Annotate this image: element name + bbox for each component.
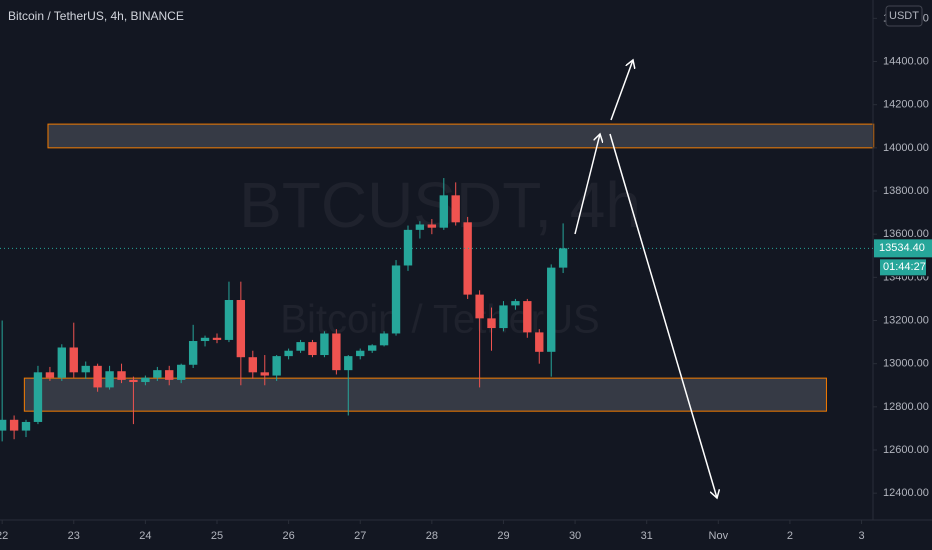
candle-body bbox=[308, 342, 317, 356]
candle-body bbox=[391, 265, 401, 334]
candle-body bbox=[379, 333, 389, 346]
y-tick-label: 12800.00 bbox=[883, 401, 929, 413]
candle-body bbox=[0, 419, 7, 431]
candle-body bbox=[141, 377, 150, 383]
candle-body bbox=[177, 364, 186, 380]
x-tick-label: 28 bbox=[426, 530, 438, 542]
candle-body bbox=[356, 350, 365, 357]
countdown-bg bbox=[880, 259, 926, 276]
x-tick-label: 30 bbox=[569, 530, 581, 542]
arrow bbox=[609, 133, 717, 498]
candle-body bbox=[499, 305, 508, 329]
drawn-arrows bbox=[574, 60, 717, 498]
candle-body bbox=[272, 356, 281, 376]
candle-body bbox=[212, 337, 222, 340]
x-tick-label: 24 bbox=[139, 530, 151, 542]
candle-body bbox=[21, 421, 31, 431]
y-tick-label: 14400.00 bbox=[883, 55, 929, 67]
y-tick-label: 12600.00 bbox=[883, 444, 929, 456]
y-tick-label: 12400.00 bbox=[883, 487, 929, 499]
last-price-label: 13534.40 bbox=[879, 242, 925, 254]
candle-body bbox=[9, 419, 19, 431]
candle-body bbox=[224, 300, 234, 340]
candle-body bbox=[129, 379, 138, 383]
x-tick-label: 27 bbox=[354, 530, 366, 542]
y-tick-label: 13000.00 bbox=[883, 358, 929, 370]
candle-body bbox=[403, 229, 413, 266]
y-tick-label: 14000.00 bbox=[883, 142, 929, 154]
candles bbox=[0, 178, 568, 442]
axes: 12400.00 12600.00 12800.00 13000.00 13200.00… bbox=[0, 12, 932, 542]
candle-body bbox=[165, 370, 174, 380]
candle-body bbox=[153, 370, 162, 378]
currency-button[interactable] bbox=[885, 5, 923, 27]
x-tick-label: 31 bbox=[641, 530, 653, 542]
zone bbox=[23, 377, 827, 412]
y-tick-label: 13200.00 bbox=[883, 314, 929, 326]
x-tick-label: 26 bbox=[282, 530, 294, 542]
candle-body bbox=[344, 356, 353, 371]
candle-body bbox=[117, 371, 126, 380]
candle-body bbox=[439, 195, 448, 228]
candle-body bbox=[93, 365, 102, 388]
x-tick-label: Nov bbox=[709, 530, 729, 542]
candle-body bbox=[558, 248, 568, 268]
candle-body bbox=[57, 347, 66, 378]
candle-body bbox=[236, 300, 246, 358]
chart-title: Bitcoin / TetherUS, 4h, BINANCE bbox=[8, 9, 184, 23]
candle-body bbox=[427, 224, 437, 228]
zone bbox=[47, 123, 875, 149]
zones bbox=[23, 123, 875, 412]
candle-body bbox=[451, 195, 460, 223]
y-tick-label: 13800.00 bbox=[883, 185, 929, 197]
last-price-box bbox=[874, 239, 932, 258]
candle-body bbox=[284, 350, 293, 357]
candle-body bbox=[332, 333, 341, 371]
x-tick-label: 2 bbox=[787, 530, 793, 542]
countdown-label: 01:44:27 bbox=[883, 261, 926, 273]
currency-label[interactable]: USDT bbox=[889, 10, 919, 22]
candle-body bbox=[320, 333, 329, 356]
candle-body bbox=[463, 222, 472, 295]
candle-body bbox=[415, 224, 425, 230]
candle-body bbox=[523, 301, 532, 333]
x-tick-label: 23 bbox=[68, 530, 80, 542]
x-tick-label: 29 bbox=[497, 530, 509, 542]
arrow bbox=[610, 60, 633, 121]
y-tick-label: 13600.00 bbox=[883, 228, 929, 240]
candle-body bbox=[535, 332, 544, 352]
candle-body bbox=[188, 341, 198, 365]
candle-body bbox=[105, 371, 114, 388]
candle-body bbox=[260, 372, 269, 376]
x-tick-label: 22 bbox=[0, 530, 8, 542]
candle-body bbox=[45, 372, 55, 378]
candle-body bbox=[368, 345, 377, 351]
candle-body bbox=[81, 365, 90, 373]
candle-body bbox=[547, 267, 556, 352]
candle-body bbox=[475, 294, 484, 319]
candle-body bbox=[69, 347, 78, 373]
candle-body bbox=[487, 318, 496, 329]
x-tick-label: 3 bbox=[858, 530, 864, 542]
arrow bbox=[574, 134, 600, 235]
candle-body bbox=[296, 342, 305, 351]
x-tick-label: 25 bbox=[211, 530, 223, 542]
candle-body bbox=[200, 337, 210, 342]
y-tick-label: 14200.00 bbox=[883, 99, 929, 111]
candle-body bbox=[33, 372, 43, 422]
candle-body bbox=[511, 301, 520, 306]
candle-body bbox=[248, 357, 257, 373]
